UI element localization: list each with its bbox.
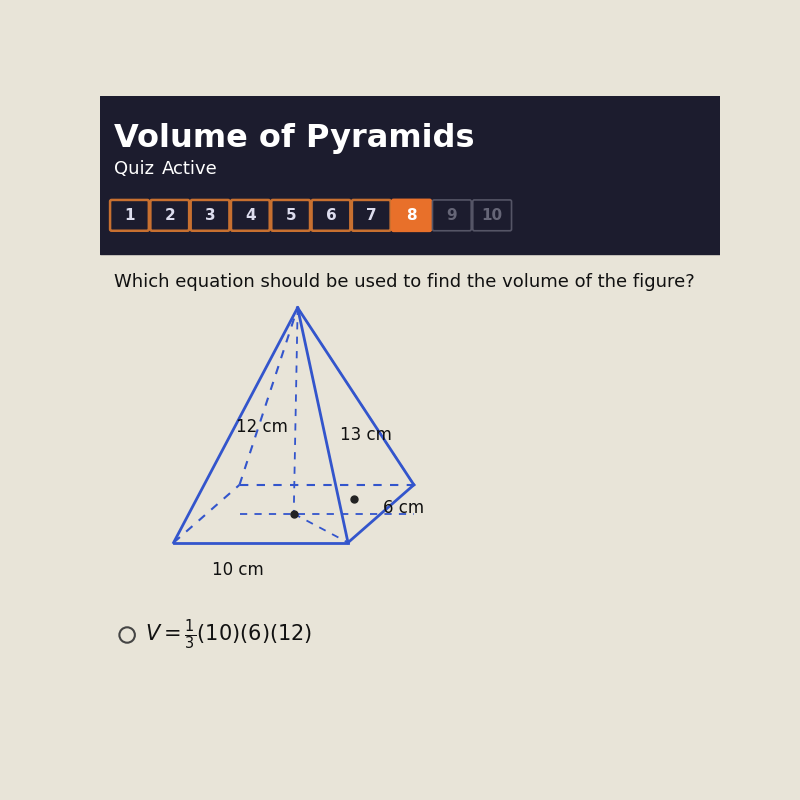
Text: Active: Active [162,160,218,178]
Text: 5: 5 [286,208,296,223]
FancyBboxPatch shape [352,200,390,230]
Text: $V = \frac{1}{3}(10)(6)(12)$: $V = \frac{1}{3}(10)(6)(12)$ [145,618,312,652]
FancyBboxPatch shape [392,200,431,230]
Text: 1: 1 [124,208,134,223]
FancyBboxPatch shape [271,200,310,230]
Text: 10: 10 [482,208,502,223]
Text: 4: 4 [245,208,256,223]
Text: 7: 7 [366,208,377,223]
FancyBboxPatch shape [473,200,511,230]
FancyBboxPatch shape [150,200,189,230]
Text: Quiz: Quiz [114,160,154,178]
Bar [100,96,720,254]
Text: 3: 3 [205,208,215,223]
Text: 6: 6 [326,208,336,223]
Text: 2: 2 [164,208,175,223]
Text: 9: 9 [446,208,457,223]
Text: 6 cm: 6 cm [383,499,424,517]
Text: Volume of Pyramids: Volume of Pyramids [114,123,474,154]
FancyBboxPatch shape [110,200,149,230]
Text: 8: 8 [406,208,417,223]
Text: 13 cm: 13 cm [340,426,392,444]
Text: 10 cm: 10 cm [212,561,264,578]
FancyBboxPatch shape [433,200,471,230]
Text: Which equation should be used to find the volume of the figure?: Which equation should be used to find th… [114,273,694,291]
FancyBboxPatch shape [190,200,230,230]
FancyBboxPatch shape [231,200,270,230]
FancyBboxPatch shape [311,200,350,230]
Text: 12 cm: 12 cm [236,418,287,436]
